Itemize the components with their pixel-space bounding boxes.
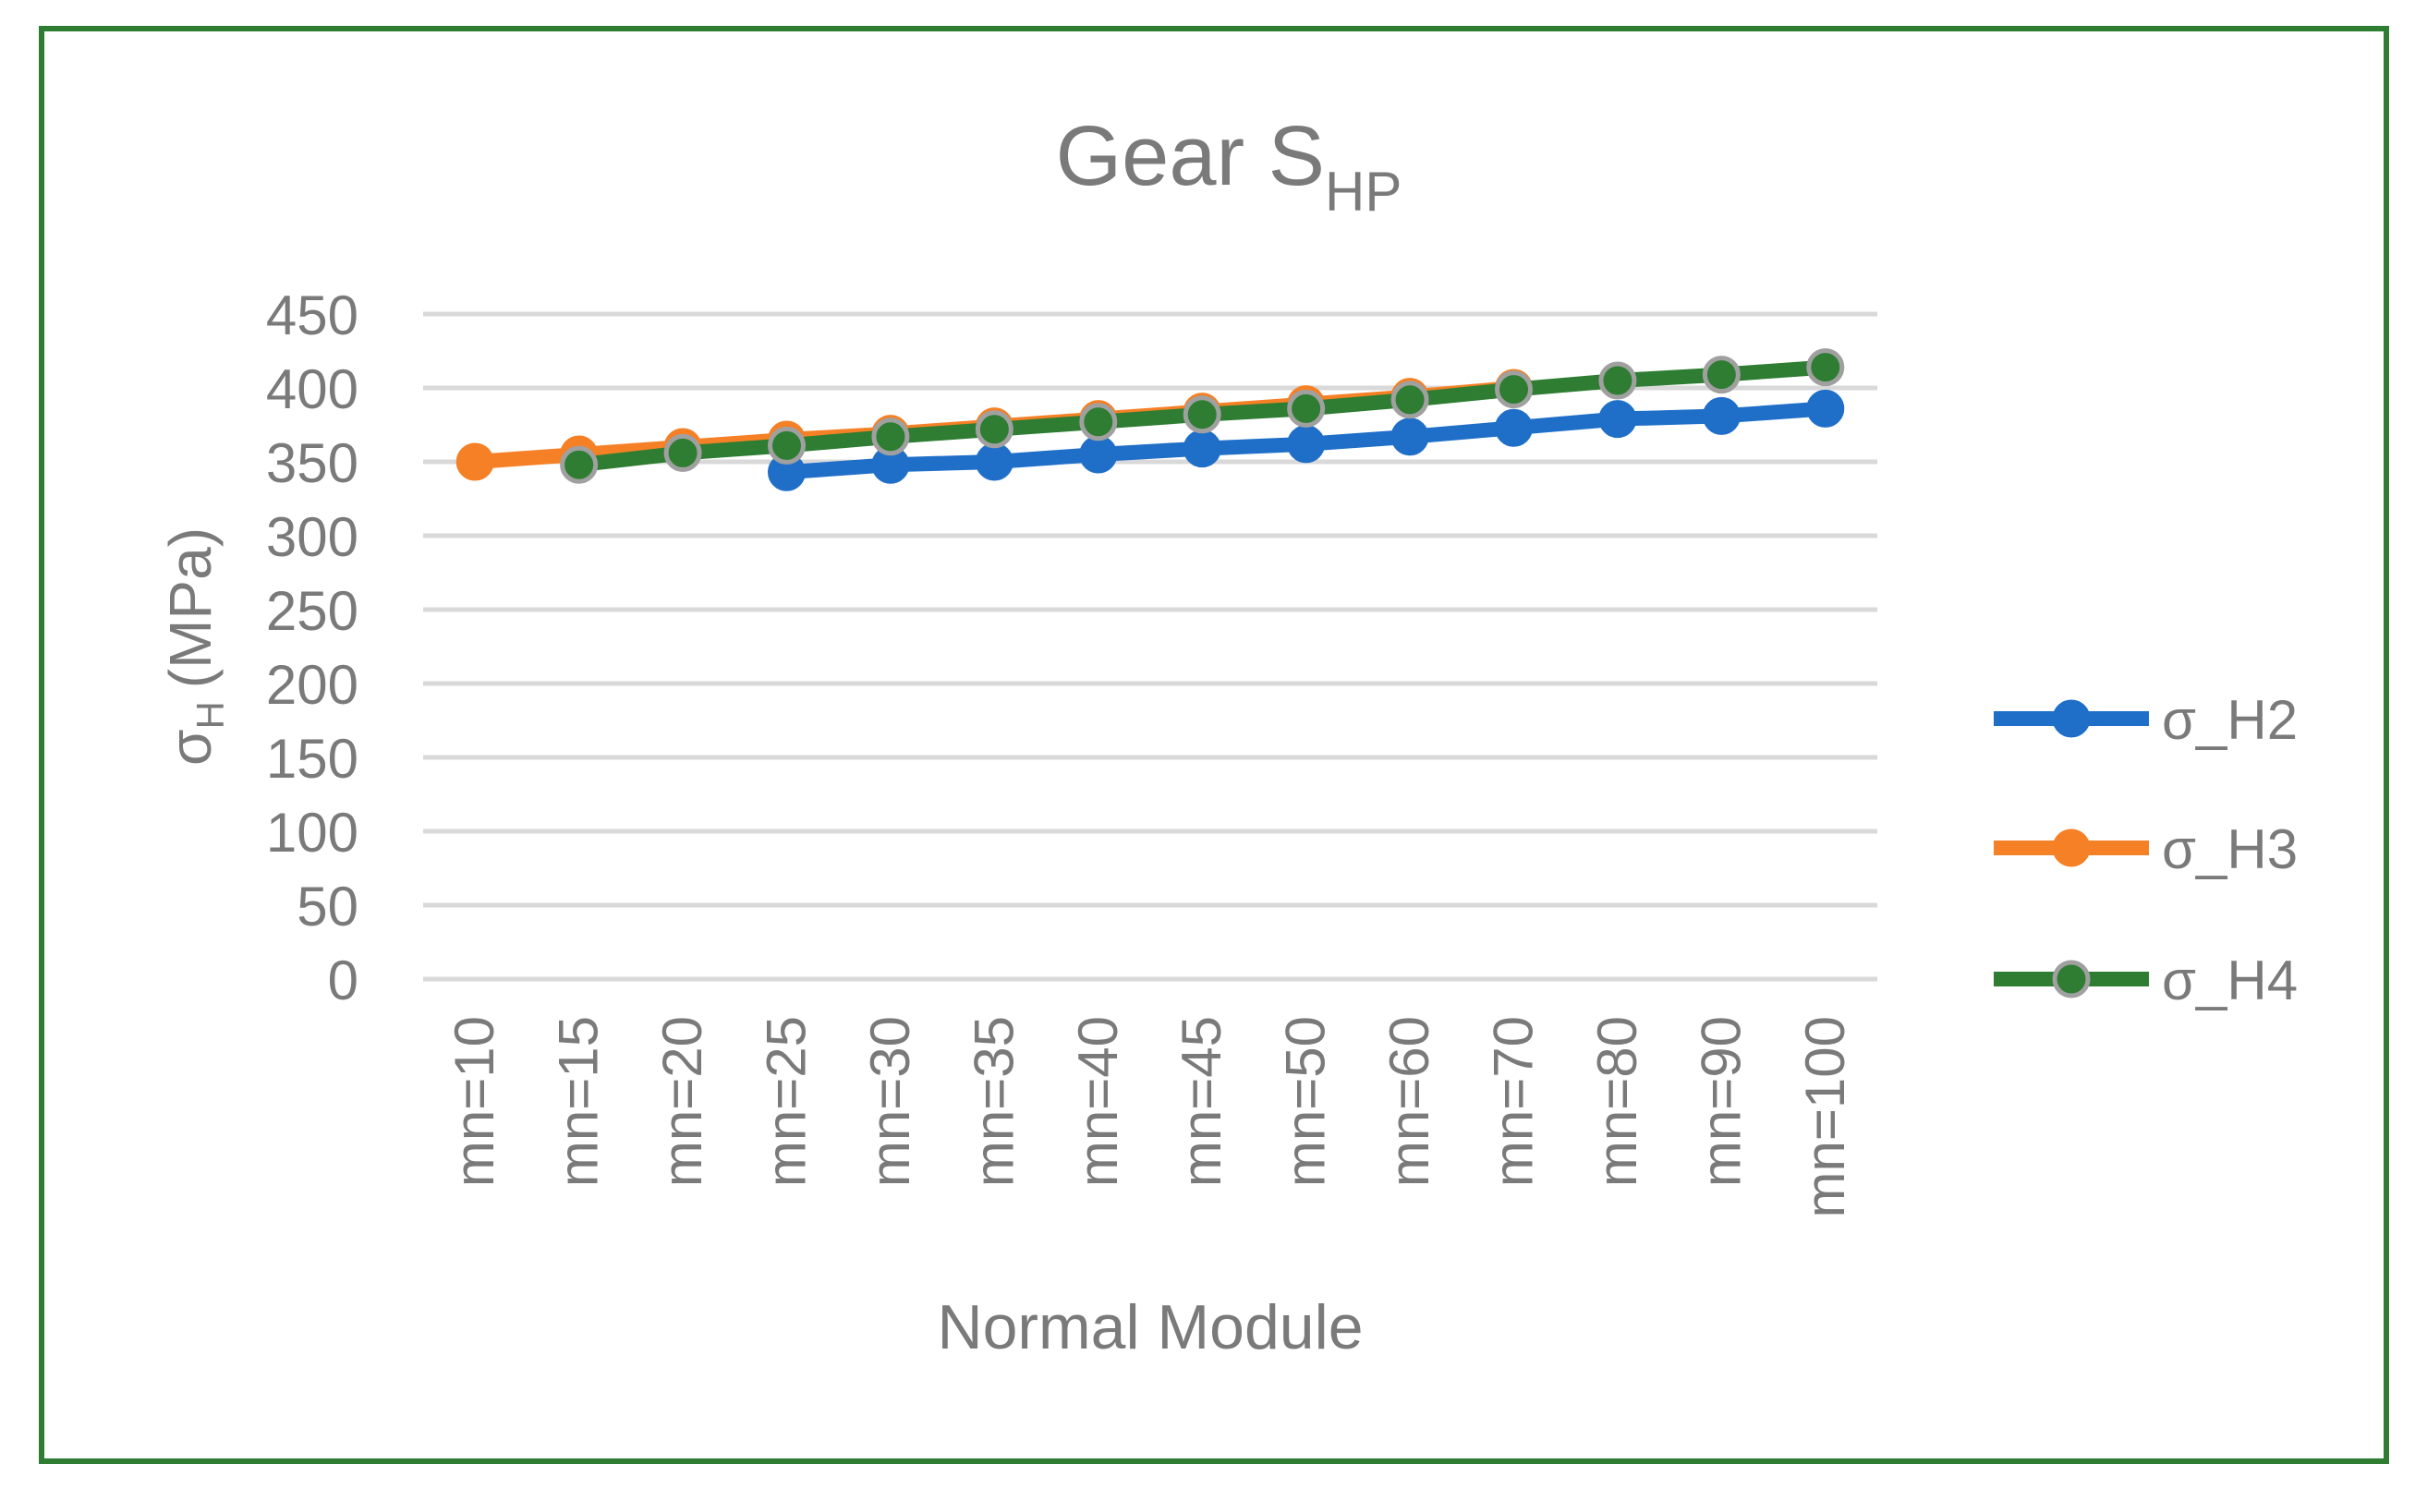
x-tick-label: mn=25 — [756, 1016, 818, 1187]
chart-title-main: Gear S — [1056, 109, 1325, 203]
data-point — [871, 417, 910, 456]
legend-swatch-marker — [2052, 829, 2091, 867]
x-tick-label: mn=30 — [859, 1016, 921, 1187]
data-point — [1806, 348, 1845, 387]
data-point — [455, 442, 494, 481]
series-1 — [768, 389, 1845, 491]
y-tick-label: 350 — [266, 432, 358, 494]
x-tick-label: mn=10 — [443, 1016, 505, 1187]
y-tick-label: 200 — [266, 654, 358, 716]
data-point — [1495, 370, 1533, 409]
data-point — [975, 410, 1013, 449]
y-tick-label: 100 — [266, 802, 358, 864]
y-tick-label: 150 — [266, 728, 358, 790]
series-group — [455, 348, 1845, 491]
data-point — [560, 445, 599, 484]
data-point — [1390, 381, 1429, 419]
legend-item: σ_H4 — [1994, 950, 2298, 1011]
x-tick-label: mn=50 — [1275, 1016, 1337, 1187]
legend-item: σ_H3 — [1994, 818, 2298, 880]
x-tick-label: mn=60 — [1378, 1016, 1440, 1187]
chart-frame — [39, 26, 2389, 1464]
x-tick-label: mn=35 — [963, 1016, 1025, 1187]
data-point — [768, 426, 806, 465]
y-tick-label: 400 — [266, 358, 358, 420]
data-point — [1702, 356, 1741, 394]
legend-label: σ_H4 — [2162, 950, 2298, 1011]
data-point — [663, 433, 702, 472]
y-tick-label: 450 — [266, 284, 358, 346]
y-axis-label: σH (MPa) — [157, 527, 232, 766]
data-point — [1390, 417, 1429, 456]
data-point — [1287, 389, 1326, 428]
gridlines — [423, 311, 1877, 982]
data-point — [1598, 361, 1637, 400]
data-point — [1183, 395, 1221, 434]
data-point — [1183, 429, 1221, 468]
x-tick-label: mn=80 — [1586, 1016, 1648, 1187]
y-tick-label: 250 — [266, 580, 358, 642]
x-tick-label: mn=100 — [1794, 1016, 1856, 1218]
data-point — [1079, 403, 1118, 442]
legend-label: σ_H2 — [2162, 689, 2298, 751]
chart-title-subscript: HP — [1325, 161, 1402, 223]
data-point — [1806, 389, 1845, 428]
x-tick-label: mn=20 — [651, 1016, 713, 1187]
legend-label: σ_H3 — [2162, 818, 2298, 880]
legend-swatch-marker — [2052, 960, 2091, 998]
series-3 — [560, 348, 1845, 484]
x-axis-label: Normal Module — [937, 1292, 1363, 1362]
y-axis-label-symbol: σ — [157, 730, 224, 767]
legend: σ_H2 σ_H3 σ_H4 — [1994, 689, 2298, 1011]
data-point — [975, 442, 1013, 481]
x-tick-label: mn=15 — [548, 1016, 610, 1187]
legend-item: σ_H2 — [1994, 689, 2298, 751]
data-point — [1702, 396, 1741, 435]
data-point — [1598, 400, 1637, 439]
y-tick-label: 300 — [266, 506, 358, 568]
x-axis-tick-labels: mn=10 mn=15 mn=20 mn=25 mn=30 mn=35 mn=40 mn=45… — [443, 1016, 1856, 1218]
x-tick-label: mn=70 — [1483, 1016, 1545, 1187]
legend-swatch-marker — [2052, 699, 2091, 738]
y-tick-label: 0 — [328, 950, 358, 1011]
chart-title: Gear SHP — [1056, 109, 1402, 223]
y-tick-label: 50 — [297, 876, 358, 937]
data-point — [1495, 408, 1533, 447]
data-point — [1079, 435, 1118, 474]
x-tick-label: mn=90 — [1690, 1016, 1752, 1187]
x-tick-label: mn=40 — [1067, 1016, 1129, 1187]
y-axis-label-subscript: H — [188, 701, 232, 729]
y-axis-label-unit: (MPa) — [157, 527, 224, 688]
x-tick-label: mn=45 — [1171, 1016, 1232, 1187]
y-axis-tick-labels: 0 50 100 150 200 250 300 350 400 450 — [266, 284, 358, 1011]
data-point — [1287, 425, 1326, 464]
